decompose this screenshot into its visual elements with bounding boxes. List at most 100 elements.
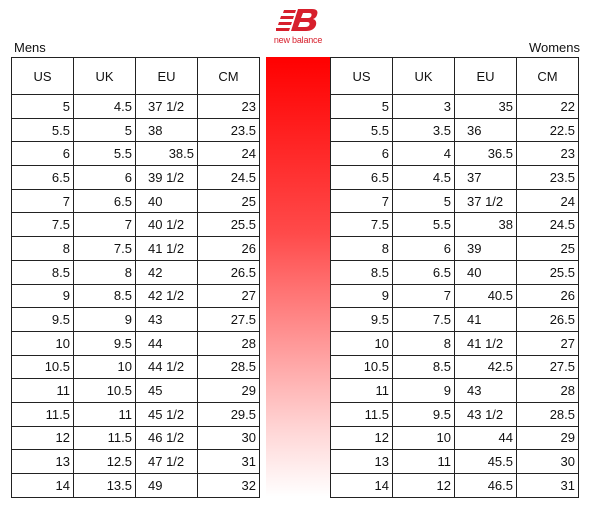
cell-eu: 39 [454,236,517,261]
cell-cm: 22.5 [516,117,579,143]
cell-eu: 40 [135,188,198,214]
cell-uk: 6 [392,236,455,261]
table-row: 6 5.5 38.5 24 [11,141,260,167]
cell-eu: 40 [454,259,517,285]
table-row: 14 12 46.5 31 [330,473,579,498]
header-row: US UK EU CM [330,57,579,95]
table-row: 11.5 9.5 43 1/2 28.5 [330,401,579,427]
cell-eu: 36.5 [454,141,517,167]
cell-cm: 26 [516,283,579,309]
cell-eu: 49 [135,473,198,498]
cell-eu: 46 1/2 [135,425,198,451]
cell-uk: 7 [392,283,455,309]
cell-us: 6.5 [330,165,393,190]
cell-eu: 42.5 [454,354,517,380]
cell-us: 11.5 [330,401,393,427]
cell-uk: 12.5 [73,449,136,474]
cell-eu: 43 [454,378,517,403]
cell-cm: 27 [516,330,579,356]
cell-uk: 9 [392,378,455,403]
cell-us: 7.5 [330,212,393,238]
table-row: 6 4 36.5 23 [330,141,579,167]
cell-eu: 36 [454,117,517,143]
cell-eu: 41 1/2 [135,236,198,261]
red-gradient-divider [266,57,330,497]
table-row: 9.5 7.5 41 26.5 [330,307,579,332]
cell-eu: 42 [135,259,198,285]
cell-cm: 25.5 [197,212,260,238]
cell-us: 7 [11,188,74,214]
cell-eu: 38 [454,212,517,238]
cell-uk: 4.5 [392,165,455,190]
cell-cm: 23.5 [516,165,579,190]
table-row: 5.5 5 38 23.5 [11,117,260,143]
cell-uk: 6.5 [392,259,455,285]
table-row: 5 4.5 37 1/2 23 [11,94,260,119]
cell-cm: 25 [197,188,260,214]
table-row: 10 9.5 44 28 [11,330,260,356]
cell-uk: 6 [73,165,136,190]
brand-name: new balance [273,35,323,45]
new-balance-logo: new balance [263,8,333,45]
cell-cm: 24.5 [516,212,579,238]
cell-uk: 5 [73,117,136,143]
cell-cm: 27.5 [197,307,260,332]
cell-uk: 9.5 [73,330,136,356]
table-row: 11 9 43 28 [330,378,579,403]
column-header-uk: UK [73,57,136,95]
cell-uk: 10.5 [73,378,136,403]
cell-eu: 41 [454,307,517,332]
cell-us: 8.5 [11,259,74,285]
column-header-eu: EU [454,57,517,95]
cell-eu: 40.5 [454,283,517,309]
cell-cm: 24.5 [197,165,260,190]
cell-uk: 5.5 [392,212,455,238]
table-row: 7 5 37 1/2 24 [330,188,579,214]
cell-eu: 39 1/2 [135,165,198,190]
cell-uk: 12 [392,473,455,498]
cell-eu: 45 1/2 [135,401,198,427]
cell-us: 9.5 [330,307,393,332]
cell-us: 9 [330,283,393,309]
column-header-us: US [11,57,74,95]
cell-uk: 4.5 [73,94,136,119]
cell-us: 11.5 [11,401,74,427]
cell-cm: 32 [197,473,260,498]
table-row: 7 6.5 40 25 [11,188,260,214]
cell-eu: 40 1/2 [135,212,198,238]
cell-us: 8.5 [330,259,393,285]
cell-cm: 25 [516,236,579,261]
cell-us: 5 [11,94,74,119]
table-row: 12 10 44 29 [330,425,579,451]
cell-eu: 43 1/2 [454,401,517,427]
cell-cm: 29 [516,425,579,451]
table-row: 8 7.5 41 1/2 26 [11,236,260,261]
cell-eu: 35 [454,94,517,119]
cell-us: 6.5 [11,165,74,190]
cell-us: 10 [11,330,74,356]
cell-us: 12 [11,425,74,451]
table-row: 7.5 7 40 1/2 25.5 [11,212,260,238]
cell-cm: 28.5 [516,401,579,427]
cell-us: 8 [11,236,74,261]
cell-uk: 8.5 [392,354,455,380]
cell-uk: 3.5 [392,117,455,143]
cell-us: 12 [330,425,393,451]
table-row: 9 7 40.5 26 [330,283,579,309]
cell-us: 13 [11,449,74,474]
column-header-cm: CM [197,57,260,95]
cell-eu: 42 1/2 [135,283,198,309]
table-row: 8 6 39 25 [330,236,579,261]
cell-cm: 29 [197,378,260,403]
cell-uk: 5.5 [73,141,136,167]
cell-cm: 28 [197,330,260,356]
cell-cm: 24 [197,141,260,167]
cell-us: 14 [11,473,74,498]
cell-eu: 37 1/2 [454,188,517,214]
cell-cm: 31 [516,473,579,498]
cell-us: 6 [11,141,74,167]
cell-eu: 46.5 [454,473,517,498]
cell-uk: 8.5 [73,283,136,309]
cell-cm: 23 [197,94,260,119]
cell-us: 7.5 [11,212,74,238]
